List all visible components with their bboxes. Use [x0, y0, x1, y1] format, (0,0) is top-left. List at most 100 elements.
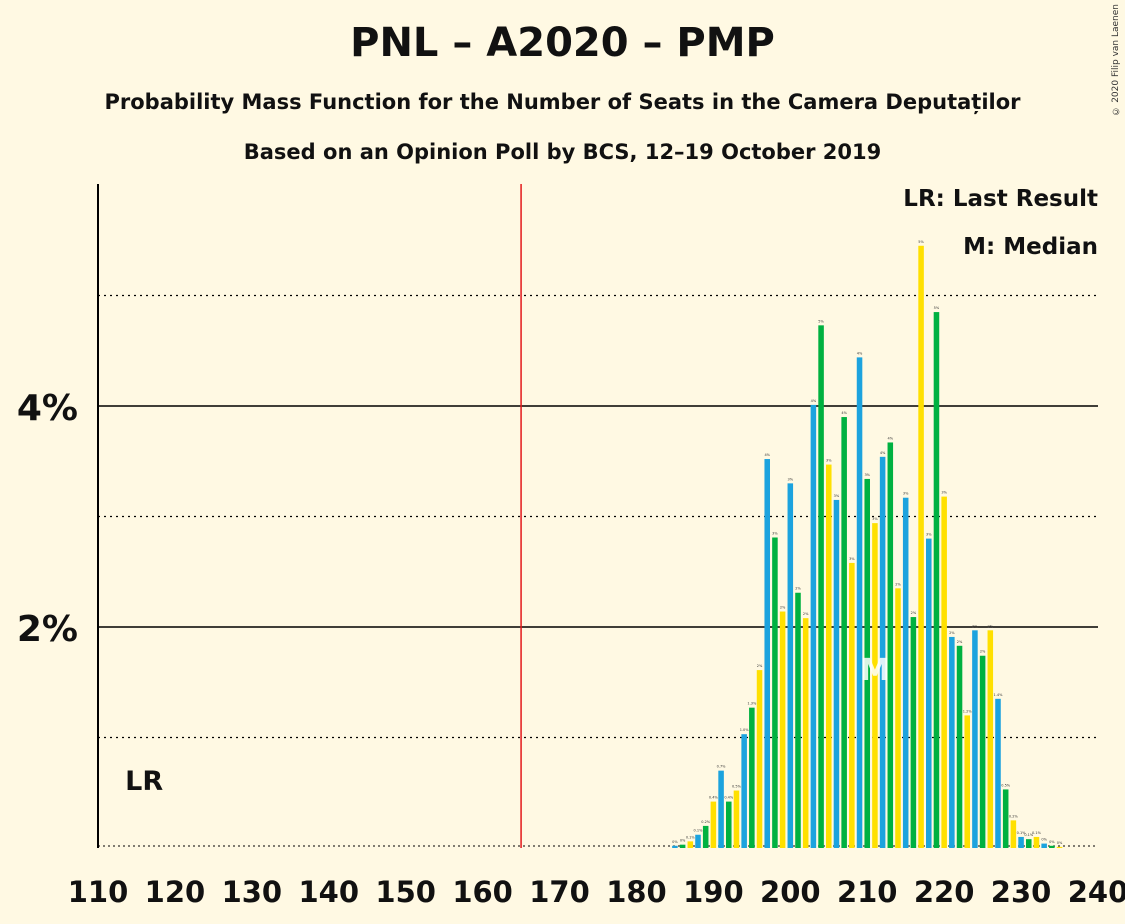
bar-223: [964, 715, 970, 848]
bar-value-label: 4%: [841, 411, 847, 415]
bar-191: [718, 770, 724, 848]
bar-231: [1026, 839, 1032, 848]
bar-value-label: 2%: [972, 624, 978, 628]
bar-232: [1033, 836, 1040, 848]
y-tick-label: 2%: [17, 609, 78, 650]
bar-value-label: 0%: [672, 840, 678, 844]
bar-196: [756, 670, 763, 848]
bar-value-label: 2%: [895, 582, 901, 586]
bar-190: [710, 801, 717, 848]
bar-value-label: 0.4%: [709, 796, 719, 800]
x-tick-label: 120: [145, 875, 206, 909]
bar-187: [687, 841, 694, 848]
x-tick-label: 160: [452, 875, 513, 909]
bar-value-label: 2%: [949, 631, 955, 635]
bar-195: [749, 707, 755, 848]
bar-197: [764, 459, 770, 848]
chart-subtitle: Probability Mass Function for the Number…: [104, 90, 1021, 114]
bar-220: [941, 496, 947, 848]
bar-186: [679, 844, 686, 848]
bar-value-label: 3%: [772, 531, 778, 535]
bar-206: [833, 499, 840, 848]
bar-210: [864, 478, 870, 848]
bar-value-label: 0.1%: [1024, 833, 1034, 837]
bar-value-label: 4%: [888, 436, 894, 440]
x-tick-label: 230: [991, 875, 1052, 909]
bar-value-label: 4%: [880, 451, 886, 455]
bar-212: [879, 456, 886, 848]
bar-value-label: 0.1%: [694, 829, 704, 833]
bar-value-label: 0.1%: [1032, 831, 1042, 835]
x-tick-label: 170: [529, 875, 590, 909]
bar-value-label: 0.1%: [686, 835, 696, 839]
x-tick-label: 140: [298, 875, 359, 909]
bar-227: [995, 698, 1001, 848]
x-tick-label: 220: [914, 875, 975, 909]
bar-value-label: 2%: [957, 640, 963, 644]
bar-value-label: 2%: [803, 612, 809, 616]
bar-193: [733, 790, 740, 848]
legend-last-result: LR: Last Result: [903, 186, 1098, 212]
bar-value-label: 3%: [926, 533, 932, 537]
bar-229: [1010, 820, 1017, 848]
bar-208: [849, 562, 855, 848]
bar-value-label: 3%: [941, 491, 947, 495]
x-tick-label: 110: [68, 875, 129, 909]
bar-189: [702, 825, 709, 848]
last-result-marker: LR: [125, 766, 163, 797]
bar-234: [1049, 845, 1055, 848]
bar-185: [672, 845, 678, 848]
x-tick-label: 150: [375, 875, 436, 909]
bar-value-label: 3%: [849, 557, 855, 561]
bar-233: [1041, 843, 1047, 848]
bar-194: [741, 734, 747, 848]
bar-value-label: 1.3%: [747, 702, 757, 706]
bar-225: [979, 655, 986, 848]
x-tick-label: 210: [837, 875, 898, 909]
bar-value-label: 0%: [1041, 838, 1047, 842]
bar-value-label: 0%: [680, 839, 686, 843]
bar-value-label: 2%: [780, 606, 786, 610]
x-tick-label: 240: [1068, 875, 1125, 909]
bar-value-label: 1.2%: [963, 709, 973, 713]
bar-201: [795, 592, 801, 848]
bar-218: [926, 538, 932, 848]
bar-213: [887, 442, 894, 848]
bar-204: [818, 325, 824, 849]
bar-226: [987, 630, 994, 848]
bar-221: [949, 636, 955, 848]
bar-228: [1002, 789, 1009, 848]
x-tick-label: 130: [222, 875, 283, 909]
bar-value-label: 0.2%: [701, 820, 711, 824]
bar-222: [956, 645, 963, 848]
bar-215: [902, 497, 909, 848]
bar-value-label: 5%: [934, 306, 940, 310]
bar-value-label: 0%: [1049, 840, 1055, 844]
bar-value-label: 3%: [864, 473, 870, 477]
bar-value-label: 1.0%: [740, 728, 750, 732]
bar-value-label: 3%: [834, 494, 840, 498]
bar-209: [856, 357, 863, 848]
x-tick-label: 190: [683, 875, 744, 909]
x-tick-label: 180: [606, 875, 667, 909]
chart-source-line: Based on an Opinion Poll by BCS, 12–19 O…: [243, 140, 882, 164]
bar-200: [787, 483, 794, 848]
bar-value-label: 3%: [826, 459, 832, 463]
bar-192: [726, 801, 732, 848]
bar-value-label: 0.7%: [717, 765, 727, 769]
bar-value-label: 5%: [918, 240, 924, 244]
bar-214: [895, 588, 901, 848]
y-tick-label: 4%: [17, 388, 78, 429]
bar-value-label: 1.4%: [994, 693, 1004, 697]
bar-216: [910, 617, 917, 848]
bar-224: [972, 630, 978, 848]
bar-value-label: 0.5%: [732, 785, 742, 789]
bar-value-label: 2%: [980, 650, 986, 654]
bar-235: [1056, 846, 1063, 848]
bar-value-label: 2%: [757, 664, 763, 668]
bar-value-label: 4%: [857, 351, 863, 355]
bar-value-label: 0.1%: [1017, 831, 1027, 835]
bar-value-label: 0.5%: [1001, 783, 1011, 787]
bar-value-label: 0.2%: [1009, 814, 1019, 818]
